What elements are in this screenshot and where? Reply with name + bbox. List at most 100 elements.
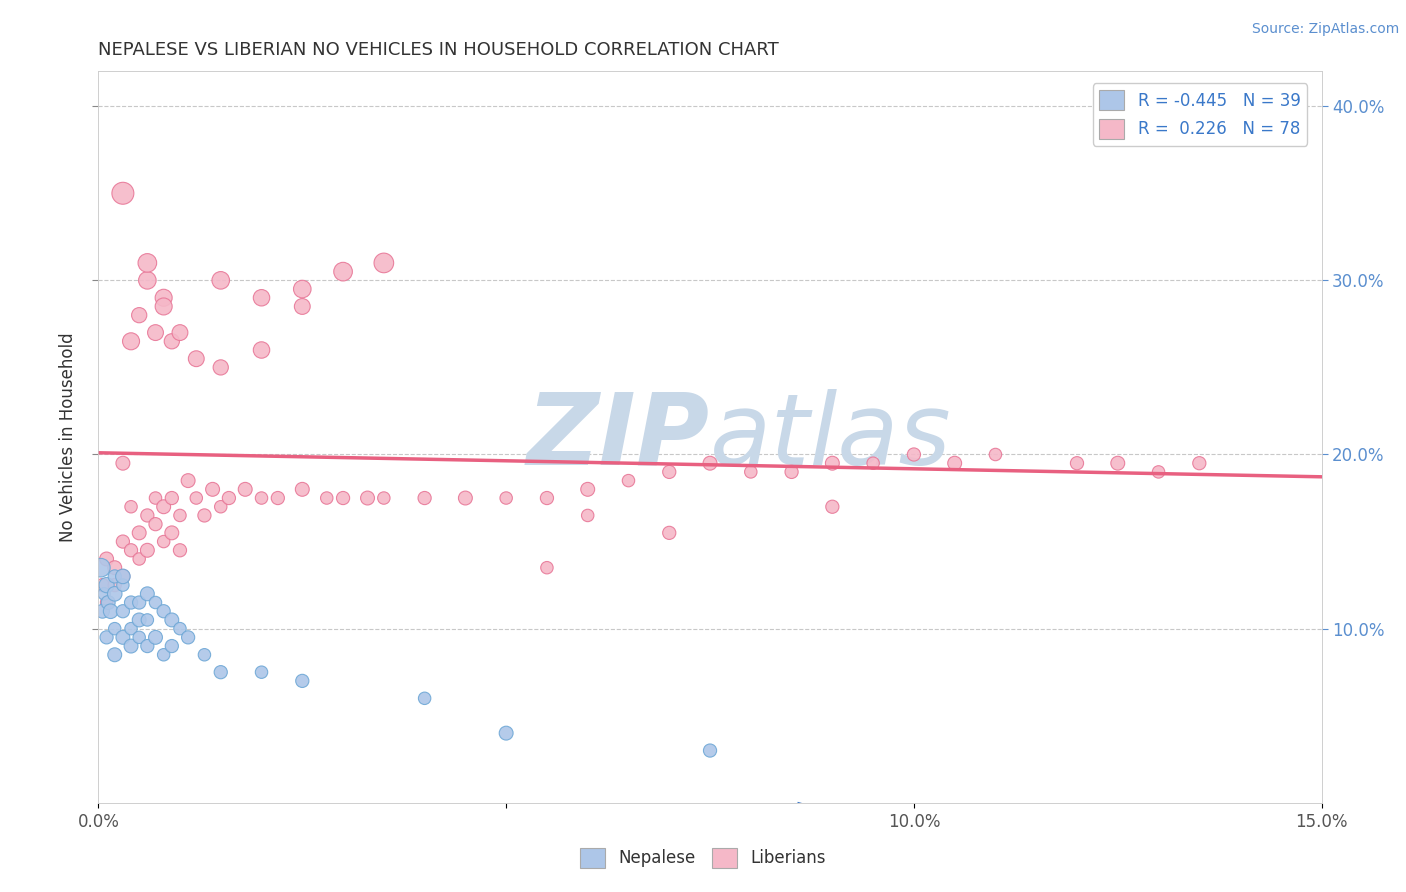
Point <box>291 673 314 688</box>
Point <box>1066 456 1088 470</box>
Point <box>96 552 118 566</box>
Point <box>136 273 159 287</box>
Point <box>104 560 127 574</box>
Point <box>152 291 174 305</box>
Point <box>104 648 127 662</box>
Point <box>576 483 599 497</box>
Point <box>576 508 599 523</box>
Point <box>209 273 232 287</box>
Point <box>111 578 134 592</box>
Point <box>186 351 208 366</box>
Point <box>413 691 436 706</box>
Y-axis label: No Vehicles in Household: No Vehicles in Household <box>59 332 77 542</box>
Point <box>291 483 314 497</box>
Point <box>152 534 174 549</box>
Point <box>120 543 142 558</box>
Point <box>454 491 477 505</box>
Point <box>1147 465 1170 479</box>
Point <box>145 595 167 609</box>
Point <box>96 631 118 645</box>
Point <box>193 508 215 523</box>
Point <box>97 595 120 609</box>
Point <box>169 508 191 523</box>
Text: atlas: atlas <box>710 389 952 485</box>
Point <box>136 508 159 523</box>
Legend: R = -0.445   N = 39, R =  0.226   N = 78: R = -0.445 N = 39, R = 0.226 N = 78 <box>1092 83 1308 145</box>
Point <box>111 569 134 583</box>
Point <box>111 631 134 645</box>
Point <box>209 360 232 375</box>
Point <box>145 517 167 532</box>
Point <box>658 465 681 479</box>
Point <box>250 665 273 680</box>
Point <box>128 308 150 322</box>
Point <box>104 587 127 601</box>
Point <box>1188 456 1211 470</box>
Point <box>699 743 721 757</box>
Point <box>160 334 183 349</box>
Point <box>90 560 112 574</box>
Point <box>136 543 159 558</box>
Text: ZIP: ZIP <box>527 389 710 485</box>
Point <box>536 491 558 505</box>
Point <box>160 613 183 627</box>
Point <box>96 578 118 592</box>
Point <box>332 491 354 505</box>
Point <box>128 552 150 566</box>
Point <box>104 578 127 592</box>
Point <box>128 595 150 609</box>
Point <box>169 543 191 558</box>
Point <box>111 186 134 201</box>
Point <box>120 639 142 653</box>
Point <box>250 491 273 505</box>
Point <box>332 265 354 279</box>
Point <box>903 448 925 462</box>
Point <box>160 491 183 505</box>
Point <box>111 456 134 470</box>
Point <box>201 483 224 497</box>
Point <box>373 256 395 270</box>
Point <box>120 500 142 514</box>
Point <box>186 491 208 505</box>
Point <box>145 491 167 505</box>
Point <box>617 474 640 488</box>
Legend: Nepalese, Liberians: Nepalese, Liberians <box>574 841 832 875</box>
Point <box>136 639 159 653</box>
Point <box>233 483 256 497</box>
Text: Source: ZipAtlas.com: Source: ZipAtlas.com <box>1251 22 1399 37</box>
Point <box>536 560 558 574</box>
Point <box>209 665 232 680</box>
Point <box>740 465 762 479</box>
Point <box>315 491 337 505</box>
Point <box>177 631 200 645</box>
Point <box>495 726 517 740</box>
Point <box>152 500 174 514</box>
Point <box>291 300 314 314</box>
Point <box>120 334 142 349</box>
Point <box>984 448 1007 462</box>
Point <box>291 282 314 296</box>
Point <box>495 491 517 505</box>
Point <box>120 595 142 609</box>
Point <box>169 622 191 636</box>
Point <box>111 534 134 549</box>
Point <box>373 491 395 505</box>
Point <box>862 456 884 470</box>
Point <box>145 326 167 340</box>
Point <box>145 631 167 645</box>
Point <box>250 343 273 357</box>
Point <box>91 578 114 592</box>
Point <box>91 604 114 618</box>
Point <box>658 525 681 540</box>
Point <box>128 525 150 540</box>
Point <box>267 491 290 505</box>
Point <box>111 604 134 618</box>
Point <box>104 569 127 583</box>
Point <box>193 648 215 662</box>
Point <box>128 631 150 645</box>
Point <box>1107 456 1129 470</box>
Point <box>152 648 174 662</box>
Point <box>111 569 134 583</box>
Point <box>218 491 240 505</box>
Point <box>100 604 122 618</box>
